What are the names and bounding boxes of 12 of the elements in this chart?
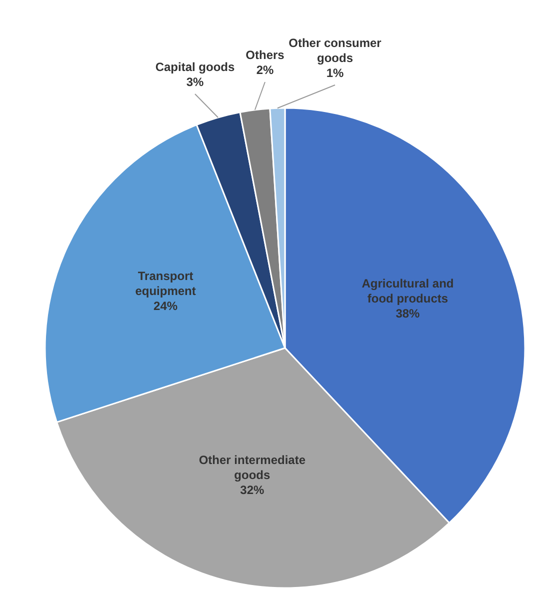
slice-label: Other consumer goods [288, 36, 382, 66]
data-label: 3% [186, 75, 204, 90]
slice-label: Transport equipment [135, 268, 196, 298]
slice-label: Capital goods [155, 60, 235, 74]
slice-label: Agricultural and food products [362, 276, 454, 306]
data-label: 1% [326, 66, 344, 80]
slice-label: Others [246, 48, 285, 62]
data-label: 2% [256, 63, 274, 78]
data-label: 32% [240, 483, 265, 498]
data-label: 38% [396, 306, 420, 321]
data-label: 24% [154, 298, 178, 313]
slice-label: Other intermediate goods [198, 453, 306, 482]
